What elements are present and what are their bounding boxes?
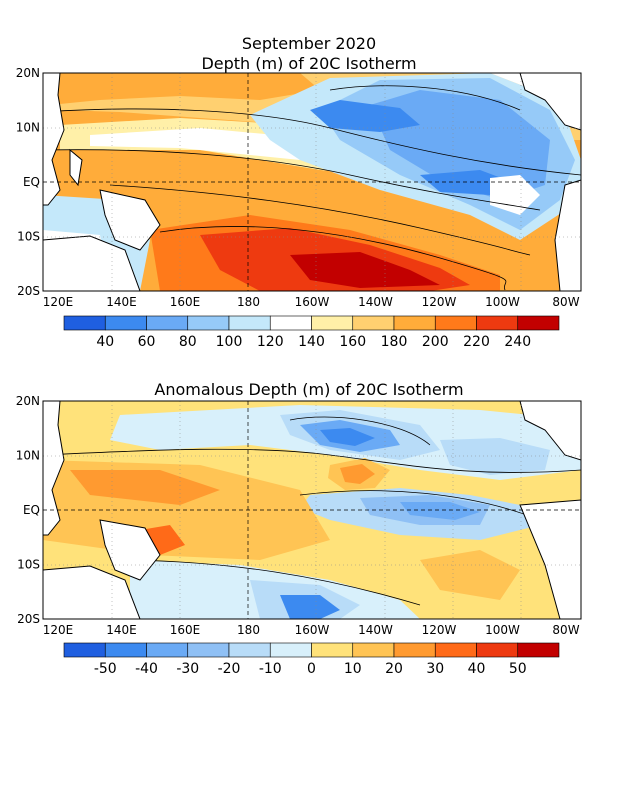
depth-lon-tick-label: 120W xyxy=(422,295,457,309)
depth-lon-tick-label: 80W xyxy=(552,295,579,309)
depth-colorbar-swatch xyxy=(187,315,230,331)
anomaly-lon-tick-label: 160W xyxy=(295,623,330,637)
anomaly-lon-tick-label: 140E xyxy=(106,623,137,637)
depth-map-panel: 120E 140E 160E 180 160W 140W 120W 100W 80W 20N 10N… xyxy=(16,66,582,350)
depth-lat-tick-label: 20S xyxy=(17,284,40,298)
anomaly-colorbar-label: -10 xyxy=(259,661,282,677)
anomaly-colorbar-swatch xyxy=(228,642,271,658)
depth-colorbar-swatch xyxy=(311,315,354,331)
depth-colorbar-swatch xyxy=(63,315,106,331)
anomaly-colorbar-swatch xyxy=(517,642,560,658)
depth-colorbar: 40 60 80 100 120 140 160 180 200 220 240 xyxy=(63,315,560,350)
depth-colorbar-label: 100 xyxy=(216,334,243,350)
anomaly-colorbar-label: 0 xyxy=(307,661,316,677)
anomaly-colorbar: -50 -40 -30 -20 -10 0 10 20 30 40 50 xyxy=(63,642,560,677)
anomaly-lat-tick-label: 20S xyxy=(17,612,40,626)
anomaly-colorbar-label: 50 xyxy=(509,661,527,677)
depth-colorbar-label: 40 xyxy=(96,334,114,350)
depth-colorbar-label: 180 xyxy=(381,334,408,350)
anomaly-map-field xyxy=(43,401,581,619)
anomaly-lon-tick-label: 160E xyxy=(170,623,201,637)
anomaly-lon-tick-label: 180 xyxy=(237,623,260,637)
depth-lon-tick-label: 100W xyxy=(485,295,520,309)
depth-colorbar-label: 120 xyxy=(257,334,284,350)
depth-colorbar-label: 240 xyxy=(504,334,531,350)
depth-lat-tick-label: 20N xyxy=(16,66,40,80)
depth-colorbar-swatch xyxy=(104,315,147,331)
depth-lat-tick-label: 10S xyxy=(17,230,40,244)
figure-title-date: September 2020 xyxy=(241,34,377,53)
anomaly-map-panel: 120E 140E 160E 180 160W 140W 120W 100W 80W 20N 10N… xyxy=(16,394,582,677)
depth-colorbar-label: 200 xyxy=(422,334,449,350)
anomaly-lat-tick-label: 20N xyxy=(16,394,40,408)
depth-colorbar-swatch xyxy=(434,315,477,331)
depth-lon-tick-label: 120E xyxy=(43,295,74,309)
panel1-title: Depth (m) of 20C Isotherm xyxy=(201,54,417,73)
anomaly-colorbar-label: 20 xyxy=(385,661,403,677)
depth-colorbar-swatch xyxy=(393,315,436,331)
anomaly-lon-tick-label: 120E xyxy=(43,623,74,637)
depth-lat-tick-label: EQ xyxy=(23,175,40,189)
anomaly-lon-tick-label: 80W xyxy=(552,623,579,637)
depth-colorbar-label: 140 xyxy=(298,334,325,350)
depth-colorbar-label: 80 xyxy=(179,334,197,350)
anomaly-colorbar-label: -20 xyxy=(218,661,241,677)
anomaly-colorbar-label: 40 xyxy=(468,661,486,677)
panel2-title: Anomalous Depth (m) of 20C Isotherm xyxy=(154,380,464,399)
depth-lon-tick-label: 140E xyxy=(106,295,137,309)
depth-colorbar-swatch xyxy=(517,315,560,331)
depth-map-gridlines xyxy=(43,73,581,291)
depth-colorbar-label: 220 xyxy=(463,334,490,350)
anomaly-colorbar-swatch xyxy=(63,642,106,658)
anomaly-colorbar-label: -50 xyxy=(94,661,117,677)
anomaly-colorbar-label: -30 xyxy=(176,661,199,677)
anomaly-lon-tick-label: 140W xyxy=(358,623,393,637)
depth-lon-tick-label: 160E xyxy=(170,295,201,309)
depth-colorbar-label: 160 xyxy=(339,334,366,350)
anomaly-colorbar-label: 10 xyxy=(344,661,362,677)
depth-colorbar-swatch xyxy=(269,315,312,331)
anomaly-map-axes: 120E 140E 160E 180 160W 140W 120W 100W 80W 20N 10N… xyxy=(16,394,580,637)
depth-colorbar-swatch xyxy=(228,315,271,331)
anomaly-lat-tick-label: EQ xyxy=(23,503,40,517)
anomaly-lon-tick-label: 100W xyxy=(485,623,520,637)
anomaly-colorbar-swatch xyxy=(187,642,230,658)
depth-lat-tick-label: 10N xyxy=(16,121,40,135)
anomaly-colorbar-swatch xyxy=(146,642,189,658)
anomaly-colorbar-swatch xyxy=(311,642,354,658)
anomaly-map-frame xyxy=(42,400,582,620)
anomaly-colorbar-label: 30 xyxy=(426,661,444,677)
anomaly-colorbar-swatch xyxy=(476,642,519,658)
depth-lon-tick-label: 180 xyxy=(237,295,260,309)
depth-map-field xyxy=(43,73,581,291)
anomaly-lon-tick-label: 120W xyxy=(422,623,457,637)
depth-colorbar-label: 60 xyxy=(138,334,156,350)
anomaly-colorbar-swatch xyxy=(104,642,147,658)
depth-colorbar-swatch xyxy=(352,315,395,331)
anomaly-lat-tick-label: 10S xyxy=(17,558,40,572)
anomaly-colorbar-swatch xyxy=(434,642,477,658)
depth-lon-tick-label: 140W xyxy=(358,295,393,309)
anomaly-map-gridlines xyxy=(43,401,581,619)
depth-map-axes: 120E 140E 160E 180 160W 140W 120W 100W 80W 20N 10N… xyxy=(16,66,580,309)
depth-map-frame xyxy=(42,72,582,292)
depth-lon-tick-label: 160W xyxy=(295,295,330,309)
depth-colorbar-swatch xyxy=(476,315,519,331)
anomaly-colorbar-swatch xyxy=(393,642,436,658)
anomaly-colorbar-swatch xyxy=(352,642,395,658)
anomaly-lat-tick-label: 10N xyxy=(16,449,40,463)
depth-colorbar-swatch xyxy=(146,315,189,331)
anomaly-colorbar-label: -40 xyxy=(135,661,158,677)
anomaly-colorbar-swatch xyxy=(269,642,312,658)
